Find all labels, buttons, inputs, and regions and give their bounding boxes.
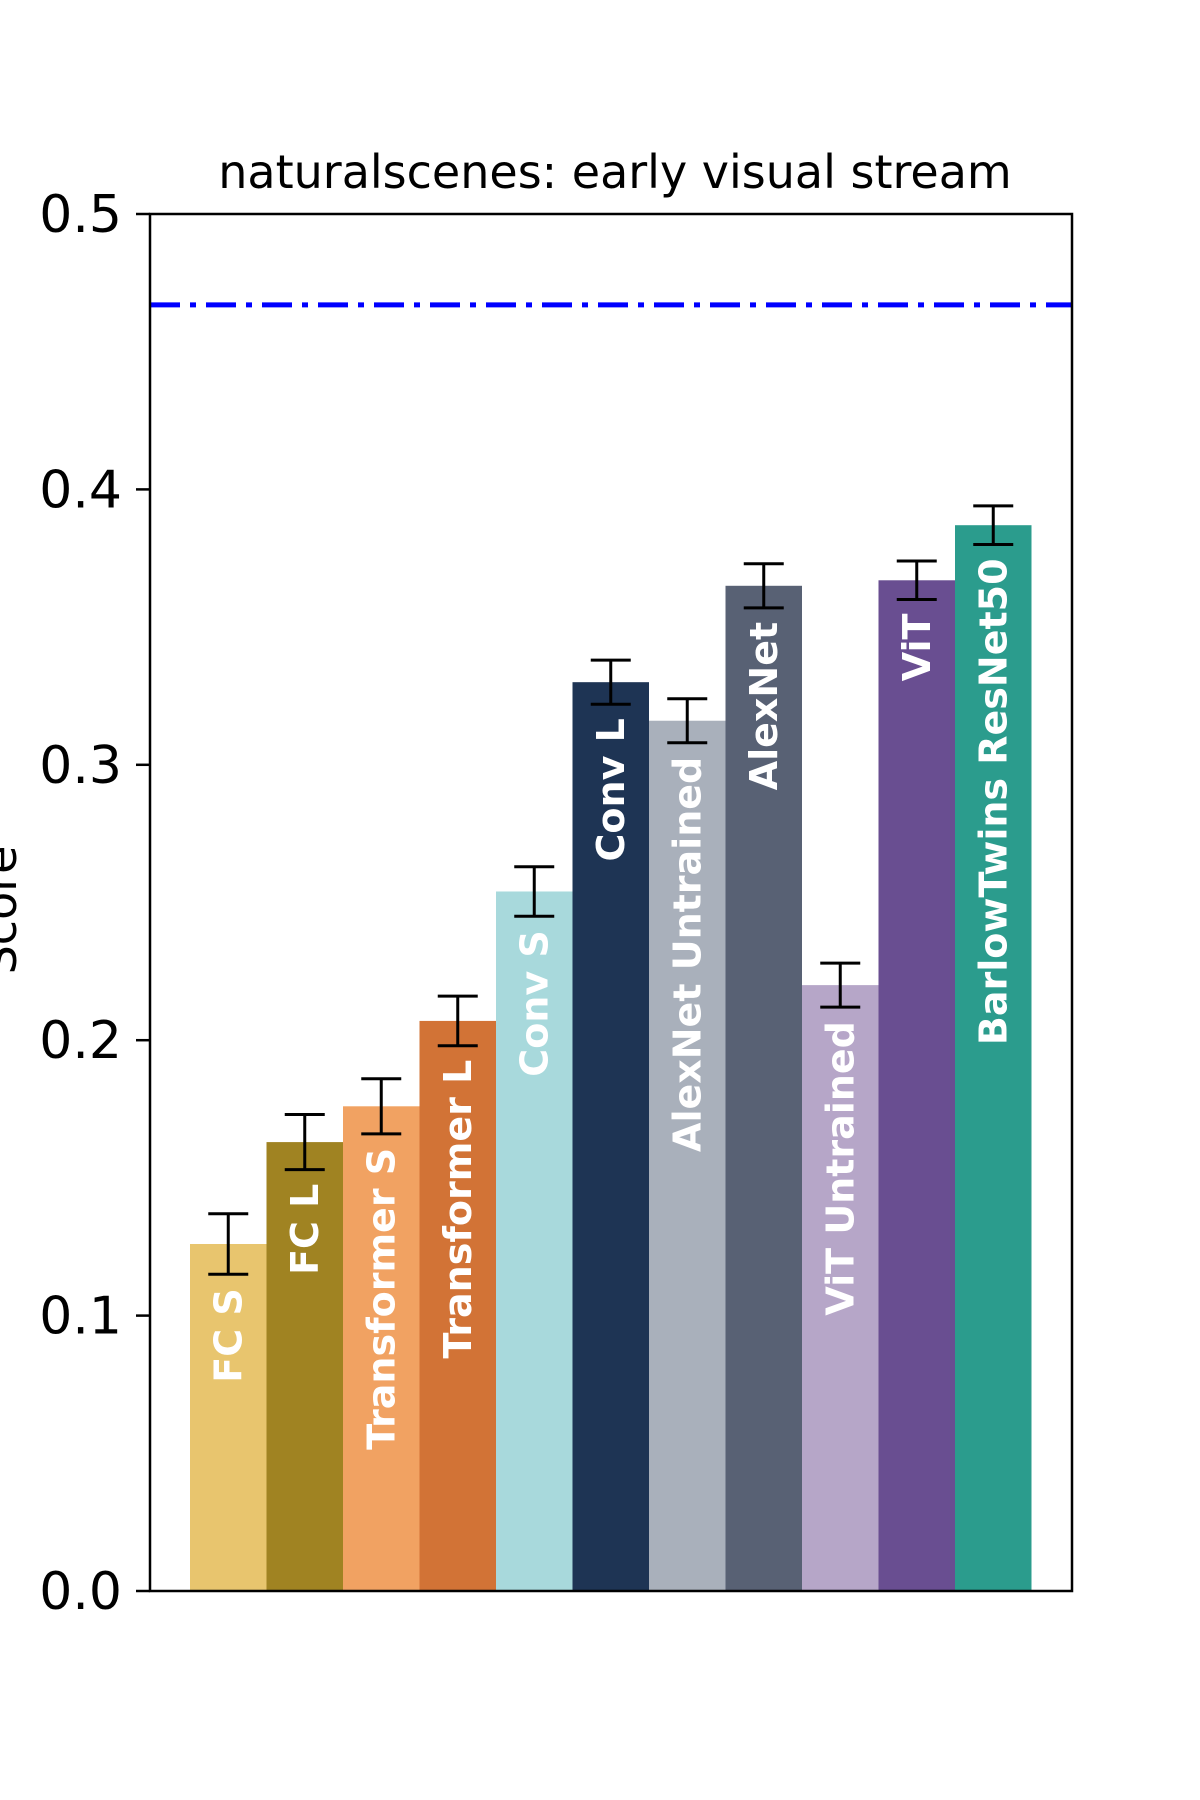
error-bar [361,1077,402,1136]
bar-labels-layer: FC S FC L Transformer S Transformer L Conv S… [206,558,1015,1449]
y-tick-label: 0.0 [39,1562,122,1622]
bar [725,585,802,1591]
error-bar [437,994,478,1048]
bar [343,1106,420,1591]
error-bar [667,697,708,745]
y-tick-label: 0.4 [39,460,122,520]
bar [878,580,955,1591]
error-bar [896,559,937,602]
bar-label: AlexNet Untrained [665,757,709,1152]
bar [572,682,649,1591]
y-tick-label: 0.5 [39,185,122,245]
errorbars-layer [208,504,1014,1276]
error-bar [590,658,631,706]
bars-layer [190,525,1032,1591]
y-tick-label: 0.3 [39,736,122,796]
chart-title: naturalscenes: early visual stream [218,145,1011,199]
error-bar [208,1212,249,1276]
bar-label: AlexNet [742,622,786,790]
bar-label: ViT Untrained [818,1021,862,1315]
plot-frame [148,212,1074,1593]
bar [266,1142,343,1591]
error-bar [514,865,555,918]
y-axis-label: Score [0,846,27,975]
bar-label: FC S [206,1288,250,1382]
bar-label: Transformer L [436,1060,480,1359]
bar [419,1020,496,1591]
bar-label: FC L [283,1184,327,1275]
error-bar [973,504,1014,546]
bar-label: Transformer S [359,1148,403,1450]
bar-label: ViT [895,613,939,681]
bar [955,525,1032,1591]
bar [649,720,726,1591]
bar [190,1243,267,1591]
y-tick-label: 0.2 [39,1011,122,1071]
y-tick-label: 0.1 [39,1287,122,1347]
bar-label: Conv L [589,718,633,861]
bar-label: Conv S [512,930,556,1076]
bar [802,985,879,1591]
error-bar [284,1113,325,1172]
bar [496,891,573,1591]
bar-label: BarlowTwins ResNet50 [971,558,1015,1045]
error-bar [820,961,861,1009]
error-bar [743,562,784,610]
y-axis-ticks: 0.0 0.1 0.2 0.3 0.4 0.5 [39,185,150,1622]
